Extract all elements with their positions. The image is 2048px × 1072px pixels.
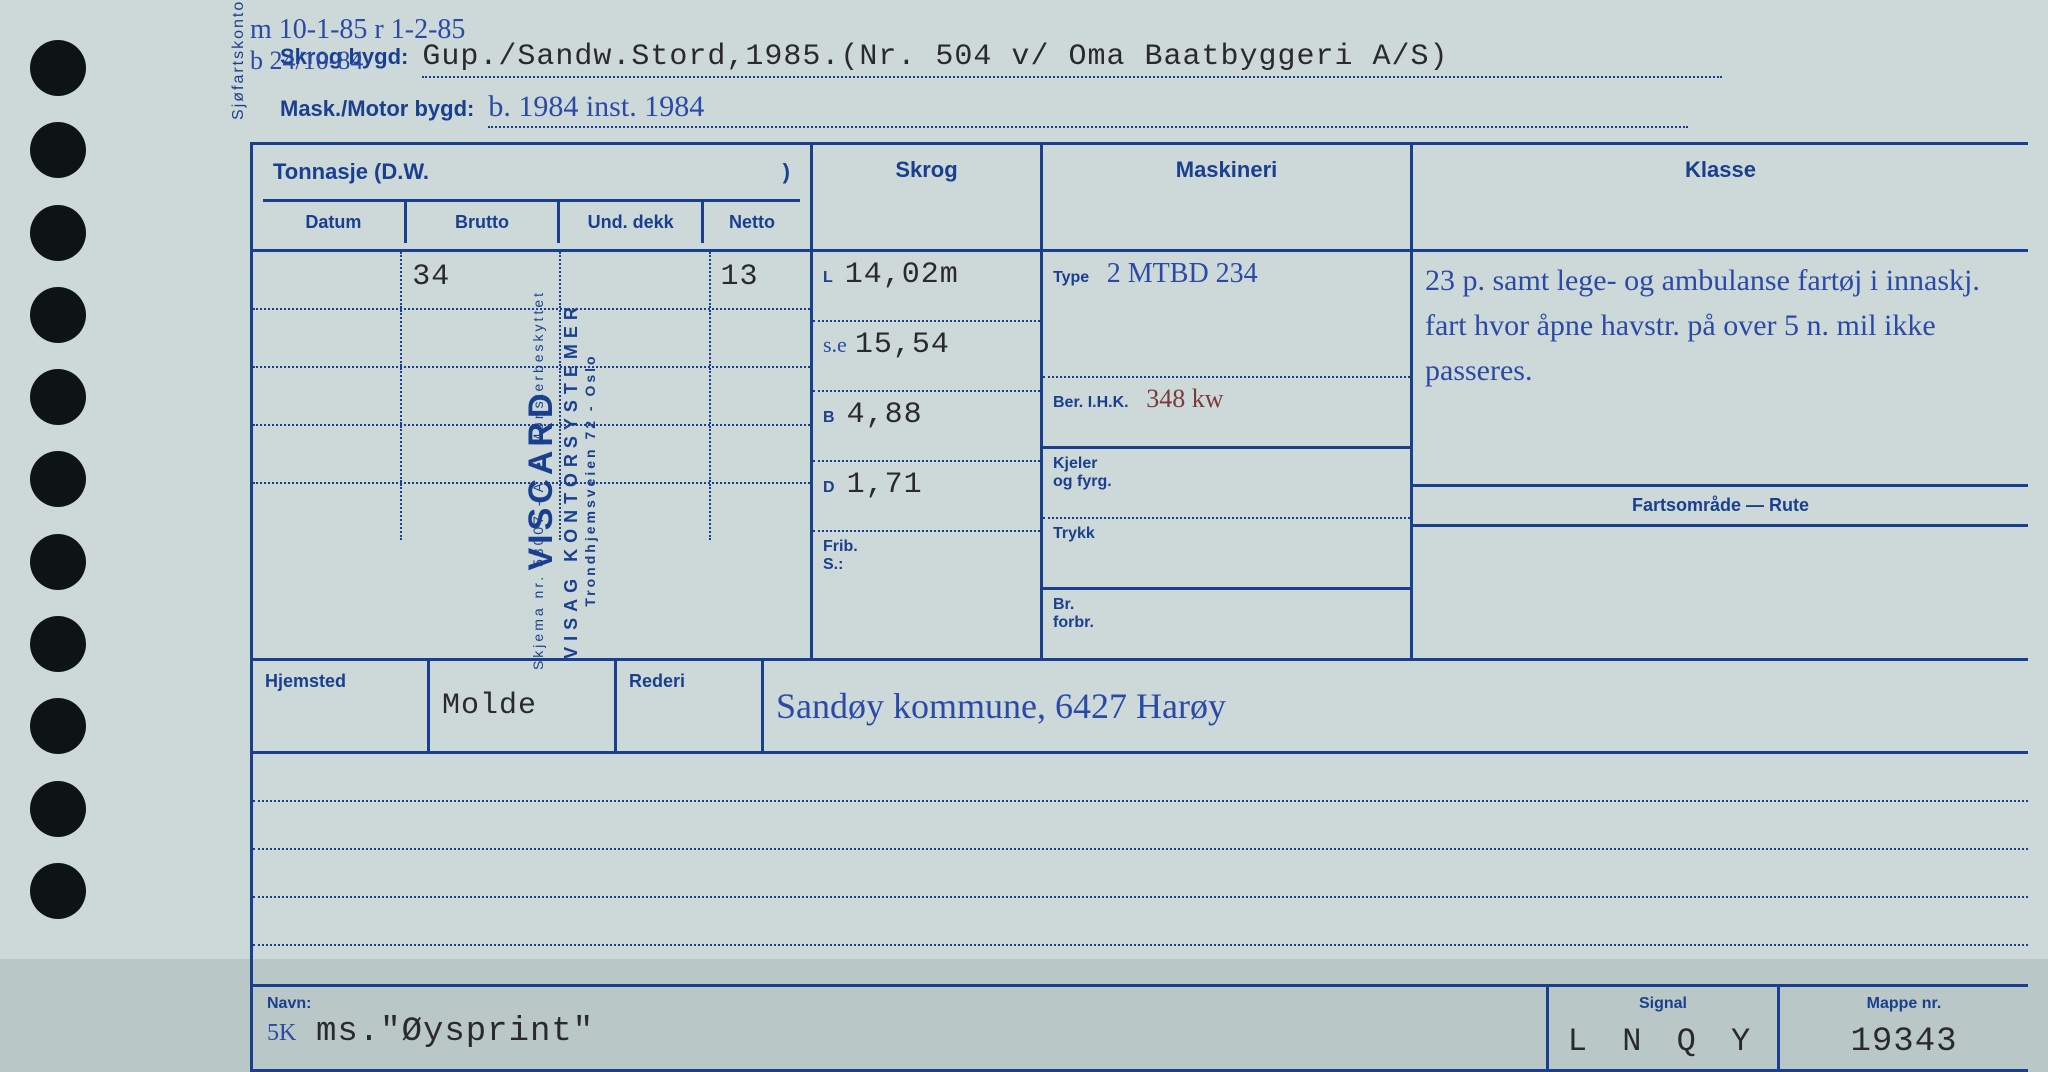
dim-L: L 14,02m <box>813 252 1040 322</box>
mask-trykk-label: Trykk <box>1053 525 1095 542</box>
col-tonnasje: Tonnasje (D.W. ) Datum Brutto Und. dekk … <box>253 145 813 252</box>
annot-line2: b 24/10-84 <box>250 46 363 75</box>
frib-label: Frib. <box>823 538 858 556</box>
hole <box>30 698 86 754</box>
hole <box>30 616 86 672</box>
mask-kjeler-label: Kjeler og fyrg. <box>1053 455 1112 490</box>
dotted-empty-block <box>250 754 2028 987</box>
col-brutto: Brutto <box>407 202 560 243</box>
hole <box>30 781 86 837</box>
und-dekk-value <box>561 252 710 308</box>
col-datum: Datum <box>263 202 407 243</box>
dim-B-label: B <box>823 409 835 427</box>
top-annotation: m 10-1-85 r 1-2-85 b 24/10-84 <box>250 14 465 76</box>
tonnasje-data-row: 34 13 <box>253 252 810 310</box>
mask-type-label: Type <box>1053 269 1089 286</box>
signal-cell: Signal L N Q Y <box>1549 987 1780 1069</box>
perforation-holes <box>30 40 100 919</box>
annot-line1: m 10-1-85 r 1-2-85 <box>250 14 465 45</box>
tonnasje-label: Tonnasje (D.W. <box>273 159 429 185</box>
datum-value <box>253 252 402 308</box>
mask-br-label: Br. forbr. <box>1053 596 1094 631</box>
mask-type: Type 2 MTBD 234 <box>1043 252 1410 378</box>
col-netto: Netto <box>704 202 800 243</box>
mask-ber-value: 348 kw <box>1146 384 1223 413</box>
tonnasje-empty-row <box>253 426 810 484</box>
hole <box>30 534 86 590</box>
klasse-body: 23 p. samt lege- og ambulanse fartøj i i… <box>1413 252 2028 658</box>
dim-L2: s.e 15,54 <box>813 322 1040 392</box>
brutto-value: 34 <box>402 252 561 308</box>
mask-trykk: Trykk <box>1043 519 1410 590</box>
navn-cell: Navn: 5K ms."Øysprint" <box>253 987 1549 1069</box>
table-header-row: Tonnasje (D.W. ) Datum Brutto Und. dekk … <box>253 145 2028 252</box>
dim-D-value: 1,71 <box>847 468 923 502</box>
col-klasse: Klasse <box>1413 145 2028 252</box>
signal-value: L N Q Y <box>1563 1023 1763 1060</box>
tonnasje-empty-row <box>253 368 810 426</box>
motor-bygd-value: b. 1984 inst. 1984 <box>488 90 1688 128</box>
hjemsted-label: Hjemsted <box>253 661 430 754</box>
col-maskineri: Maskineri <box>1043 145 1413 252</box>
col-skrog: Skrog <box>813 145 1043 252</box>
rederi-value: Sandøy kommune, 6427 Harøy <box>764 661 2028 754</box>
netto-value: 13 <box>711 252 811 308</box>
hole <box>30 122 86 178</box>
table-body-row: 34 13 <box>253 252 2028 658</box>
index-card-page: VISCARD VISAG KONTORSYSTEMER Trondhjemsv… <box>0 0 2048 959</box>
tonnasje-body: 34 13 <box>253 252 813 658</box>
dim-frib: Frib. S.: <box>813 532 1040 600</box>
navn-value: ms."Øysprint" <box>316 1013 594 1051</box>
dim-L-value: 14,02m <box>845 258 959 292</box>
tonnasje-empty-row <box>253 484 810 540</box>
mask-type-value: 2 MTBD 234 <box>1107 258 1258 289</box>
navn-label: Navn: <box>267 995 1532 1013</box>
tonnasje-close: ) <box>783 159 790 185</box>
mask-kjeler: Kjeler og fyrg. <box>1043 449 1410 519</box>
col-und-dekk: Und. dekk <box>560 202 704 243</box>
mappe-label: Mappe nr. <box>1794 995 2014 1013</box>
mask-ber: Ber. I.H.K. 348 kw <box>1043 378 1410 449</box>
mask-ber-label: Ber. I.H.K. <box>1053 394 1129 411</box>
mask-br: Br. forbr. <box>1043 590 1410 658</box>
stationery-office: Sjøfartskontoret <box>230 0 248 120</box>
maskineri-body: Type 2 MTBD 234 Ber. I.H.K. 348 kw Kjele… <box>1043 252 1413 658</box>
skrog-bygd-row: Skrog bygd: Gup./Sandw.Stord,1985.(Nr. 5… <box>280 40 2028 78</box>
dim-B: B 4,88 <box>813 392 1040 462</box>
tonnasje-empty-row <box>253 310 810 368</box>
motor-bygd-row: Mask./Motor bygd: b. 1984 inst. 1984 <box>280 90 2028 128</box>
record-card: m 10-1-85 r 1-2-85 b 24/10-84 Skrog bygd… <box>250 20 2028 939</box>
skrog-bygd-value: Gup./Sandw.Stord,1985.(Nr. 504 v/ Oma Ba… <box>422 40 1722 78</box>
s-label: S.: <box>823 556 843 574</box>
fartsomrade-header: Fartsområde — Rute <box>1413 484 2028 527</box>
signal-label: Signal <box>1563 995 1763 1013</box>
dim-B-value: 4,88 <box>847 398 923 432</box>
bottom-row: Navn: 5K ms."Øysprint" Signal L N Q Y Ma… <box>250 987 2028 1072</box>
skrog-body: L 14,02m s.e 15,54 B 4,88 D 1,71 <box>813 252 1043 658</box>
hole <box>30 451 86 507</box>
navn-prefix: 5K <box>267 1020 296 1046</box>
hole <box>30 863 86 919</box>
dim-L-note: s.e <box>823 332 847 358</box>
motor-bygd-label: Mask./Motor bygd: <box>280 96 474 122</box>
hole <box>30 287 86 343</box>
hole <box>30 40 86 96</box>
dim-L2-value: 15,54 <box>855 328 950 362</box>
mappe-value: 19343 <box>1794 1023 2014 1061</box>
hole <box>30 205 86 261</box>
dim-D-label: D <box>823 479 835 497</box>
home-row: Hjemsted Molde Rederi Sandøy kommune, 64… <box>250 661 2028 754</box>
dim-L-label: L <box>823 269 833 287</box>
mappe-cell: Mappe nr. 19343 <box>1780 987 2028 1069</box>
main-table: Tonnasje (D.W. ) Datum Brutto Und. dekk … <box>250 142 2028 661</box>
rederi-label: Rederi <box>617 661 764 754</box>
hole <box>30 369 86 425</box>
klasse-note: 23 p. samt lege- og ambulanse fartøj i i… <box>1413 252 2028 484</box>
hjemsted-value: Molde <box>430 661 617 754</box>
dim-D: D 1,71 <box>813 462 1040 532</box>
